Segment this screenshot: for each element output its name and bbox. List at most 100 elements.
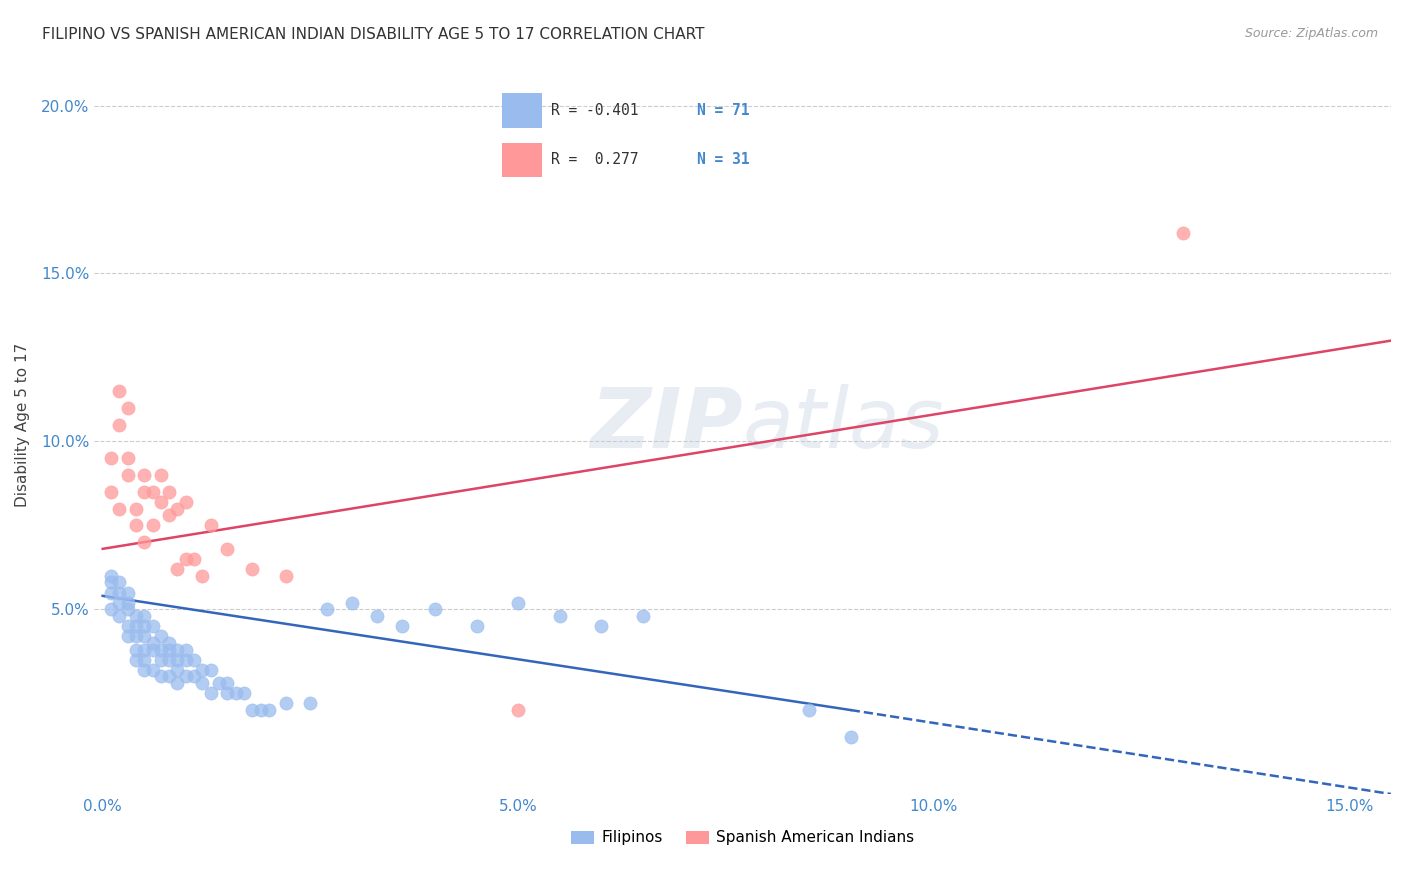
Point — [174, 552, 197, 566]
Point — [134, 467, 156, 482]
Text: Source: ZipAtlas.com: Source: ZipAtlas.com — [1244, 27, 1378, 40]
Point — [125, 501, 148, 516]
Point — [149, 669, 172, 683]
Point — [799, 703, 821, 717]
Point — [108, 575, 131, 590]
Point — [208, 676, 231, 690]
Point — [149, 653, 172, 667]
Point — [157, 653, 180, 667]
Point — [200, 686, 222, 700]
Point — [134, 642, 156, 657]
Point — [108, 501, 131, 516]
Point — [217, 676, 239, 690]
Point — [183, 669, 205, 683]
Point — [240, 562, 263, 576]
Point — [108, 585, 131, 599]
Point — [141, 642, 163, 657]
Point — [134, 653, 156, 667]
Point — [117, 619, 139, 633]
Point — [117, 451, 139, 466]
Point — [108, 609, 131, 624]
Point — [391, 619, 413, 633]
Point — [108, 596, 131, 610]
Point — [191, 568, 214, 582]
Point — [166, 663, 188, 677]
Point — [149, 642, 172, 657]
Point — [134, 629, 156, 643]
Point — [166, 676, 188, 690]
Point — [465, 619, 488, 633]
Point — [631, 609, 654, 624]
Point — [141, 636, 163, 650]
Point — [157, 484, 180, 499]
Point — [274, 696, 297, 710]
Point — [149, 495, 172, 509]
Point — [134, 609, 156, 624]
Point — [174, 642, 197, 657]
Point — [108, 384, 131, 398]
Point — [200, 518, 222, 533]
Point — [149, 629, 172, 643]
Point — [240, 703, 263, 717]
Point — [316, 602, 339, 616]
Point — [423, 602, 446, 616]
Point — [157, 642, 180, 657]
Point — [134, 663, 156, 677]
Text: atlas: atlas — [742, 384, 945, 465]
Text: ZIP: ZIP — [591, 384, 742, 465]
Point — [134, 535, 156, 549]
Point — [157, 669, 180, 683]
Point — [191, 663, 214, 677]
Point — [100, 568, 122, 582]
Point — [274, 568, 297, 582]
Point — [1173, 226, 1195, 240]
Point — [340, 596, 363, 610]
Y-axis label: Disability Age 5 to 17: Disability Age 5 to 17 — [15, 343, 30, 507]
Point — [108, 417, 131, 432]
Point — [508, 596, 530, 610]
Point — [100, 602, 122, 616]
Point — [117, 629, 139, 643]
Point — [200, 663, 222, 677]
Point — [225, 686, 247, 700]
Point — [366, 609, 388, 624]
Point — [249, 703, 271, 717]
Point — [141, 663, 163, 677]
Point — [141, 518, 163, 533]
Point — [174, 669, 197, 683]
Point — [117, 602, 139, 616]
Point — [100, 484, 122, 499]
Legend: Filipinos, Spanish American Indians: Filipinos, Spanish American Indians — [571, 830, 914, 846]
Point — [591, 619, 613, 633]
Point — [125, 619, 148, 633]
Point — [166, 501, 188, 516]
Point — [100, 451, 122, 466]
Point — [217, 541, 239, 556]
Point — [100, 585, 122, 599]
Point — [548, 609, 571, 624]
Point — [117, 467, 139, 482]
Point — [149, 467, 172, 482]
Point — [839, 730, 862, 744]
Point — [166, 642, 188, 657]
Point — [117, 596, 139, 610]
Point — [141, 619, 163, 633]
Point — [125, 518, 148, 533]
Point — [508, 703, 530, 717]
Point — [134, 619, 156, 633]
Point — [183, 653, 205, 667]
Point — [233, 686, 256, 700]
Point — [174, 653, 197, 667]
Point — [125, 609, 148, 624]
Point — [166, 653, 188, 667]
Point — [191, 676, 214, 690]
Point — [157, 508, 180, 523]
Point — [100, 575, 122, 590]
Text: FILIPINO VS SPANISH AMERICAN INDIAN DISABILITY AGE 5 TO 17 CORRELATION CHART: FILIPINO VS SPANISH AMERICAN INDIAN DISA… — [42, 27, 704, 42]
Point — [125, 642, 148, 657]
Point — [157, 636, 180, 650]
Point — [166, 562, 188, 576]
Point — [141, 484, 163, 499]
Point — [117, 401, 139, 415]
Point — [125, 629, 148, 643]
